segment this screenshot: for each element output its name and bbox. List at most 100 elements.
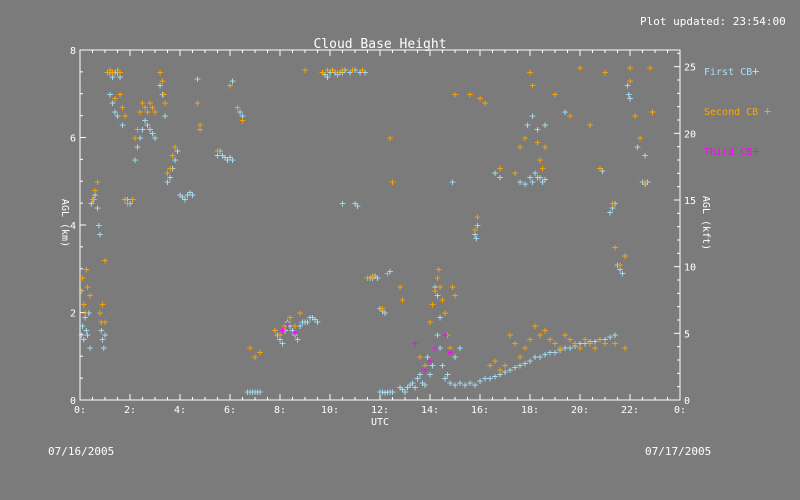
second-cb-point: + [637,132,644,145]
first-cb-point: + [297,320,304,333]
second-cb-point: + [162,97,169,110]
first-cb-point: + [104,66,111,79]
second-cb-point: + [512,337,519,350]
second-cb-point: + [597,333,604,346]
first-cb-point: + [382,307,389,320]
y-tick-label-right: 5 [684,329,690,340]
second-cb-point: + [87,289,94,302]
first-cb-point: + [419,377,426,390]
first-cb-point: + [147,123,154,136]
second-cb-point: + [609,197,616,210]
first-cb-point: + [109,70,116,83]
second-cb-point: + [129,193,136,206]
second-cb-point: + [384,267,391,280]
first-cb-point: + [447,377,454,390]
first-cb-point: + [622,250,629,263]
second-cb-point: + [114,64,121,77]
x-tick-label: 12: [371,405,389,416]
first-cb-point: + [95,219,102,232]
y-tick-label-left: 8 [70,46,76,57]
first-cb-point: + [342,64,349,77]
first-cb-point: + [94,202,101,215]
second-cb-point: + [79,272,86,285]
second-cb-point: + [452,88,459,101]
first-cb-point: + [384,267,391,280]
first-cb-point: + [567,342,574,355]
first-cb-point: + [222,151,229,164]
second-cb-point: + [92,184,99,197]
first-cb-point: + [364,272,371,285]
second-cb-point: + [292,320,299,333]
first-cb-point: + [642,177,649,190]
first-cb-point: + [167,171,174,184]
first-cb-point: + [384,385,391,398]
second-cb-point: + [642,175,649,188]
second-cb-point: + [359,64,366,77]
first-cb-point: + [217,145,224,158]
x-tick-label: 2: [124,405,136,416]
second-cb-point: + [582,333,589,346]
second-cb-point: + [144,105,151,118]
third-cb-point: + [447,346,454,359]
y-tick-label-left: 0 [70,396,76,407]
first-cb-point: + [182,193,189,206]
first-cb-point: + [324,70,331,83]
first-cb-point: + [107,88,114,101]
second-cb-point: + [474,210,481,223]
first-cb-point: + [462,379,469,392]
second-cb-point: + [497,162,504,175]
second-cb-point: + [102,315,109,328]
second-cb-point: + [539,162,546,175]
first-cb-point: + [119,118,126,131]
first-cb-point: + [429,359,436,372]
first-cb-point: + [219,149,226,162]
first-cb-point: + [272,324,279,337]
x-tick-label: 6: [224,405,236,416]
first-cb-point: + [277,333,284,346]
second-cb-point: + [257,346,264,359]
first-cb-point: + [427,368,434,381]
first-cb-point: + [352,64,359,77]
second-cb-point: + [622,250,629,263]
second-cb-point: + [432,285,439,298]
first-cb-point: + [467,377,474,390]
first-cb-point: + [524,118,531,131]
second-cb-point: + [429,298,436,311]
chart-title: Cloud Base Height [313,37,446,52]
first-cb-point: + [537,171,544,184]
first-cb-point: + [374,272,381,285]
first-cb-point: + [79,320,86,333]
second-cb-point: + [109,66,116,79]
second-cb-point: + [435,263,442,276]
first-cb-point: + [152,132,159,145]
second-cb-point: + [467,88,474,101]
x-tick-label: 4: [174,405,186,416]
first-cb-point: + [80,333,87,346]
first-cb-point: + [409,377,416,390]
first-cb-point: + [194,72,201,85]
first-cb-point: + [557,344,564,357]
first-cb-point: + [619,267,626,280]
second-cb-point: + [482,97,489,110]
first-cb-point: + [100,342,107,355]
first-cb-point: + [347,66,354,79]
first-cb-point: + [404,381,411,394]
first-cb-point: + [562,342,569,355]
first-cb-point: + [517,175,524,188]
first-cb-point: + [552,346,559,359]
first-cb-point: + [229,153,236,166]
second-cb-point: + [647,62,654,75]
x-tick-label: 0: [74,405,86,416]
second-cb-point: + [427,315,434,328]
first-cb-point: + [114,66,121,79]
first-cb-point: + [422,379,429,392]
first-cb-point: + [542,118,549,131]
first-cb-point: + [402,385,409,398]
first-cb-point: + [122,193,129,206]
first-cb-point: + [382,386,389,399]
second-cb-point: + [627,75,634,88]
legend-third-cb-marker: + [752,144,759,158]
first-cb-point: + [159,88,166,101]
first-cb-point: + [164,175,171,188]
first-cb-point: + [417,368,424,381]
